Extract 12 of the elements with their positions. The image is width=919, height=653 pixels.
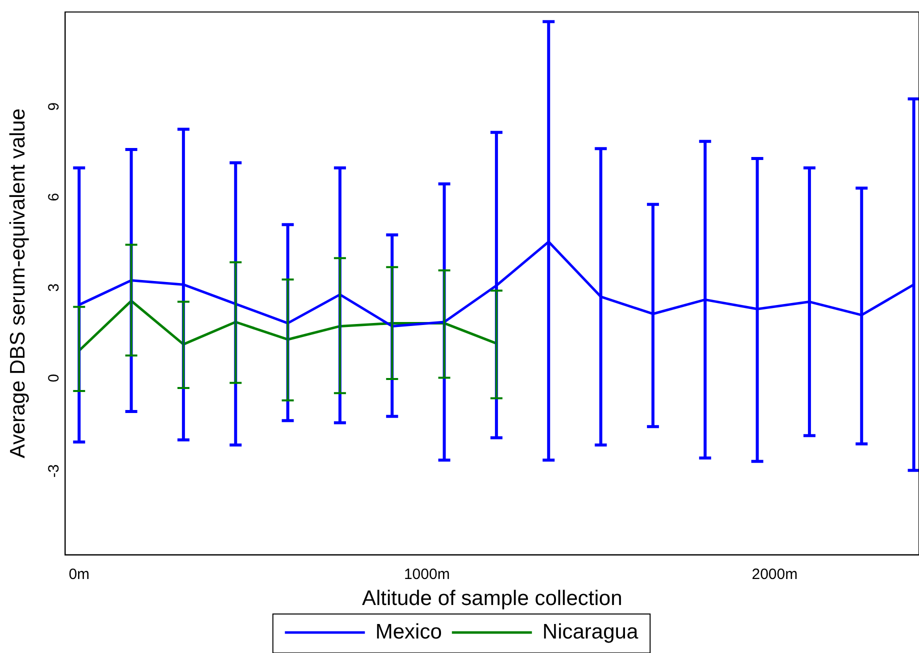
legend-label: Nicaragua xyxy=(542,620,638,644)
y-tick-label: 0 xyxy=(45,374,62,382)
x-tick-label: 0m xyxy=(68,566,90,583)
y-tick-label: 6 xyxy=(45,192,62,202)
y-tick-label: -3 xyxy=(45,464,62,478)
x-tick-label: 2000m xyxy=(752,566,798,583)
legend-label: Mexico xyxy=(375,620,442,644)
x-axis-title: Altitude of sample collection xyxy=(362,587,622,610)
y-tick-label: 3 xyxy=(45,283,62,292)
y-tick-label: 9 xyxy=(45,102,62,111)
y-axis-title: Average DBS serum-equivalent value xyxy=(6,108,30,458)
x-tick-label: 1000m xyxy=(404,566,450,583)
